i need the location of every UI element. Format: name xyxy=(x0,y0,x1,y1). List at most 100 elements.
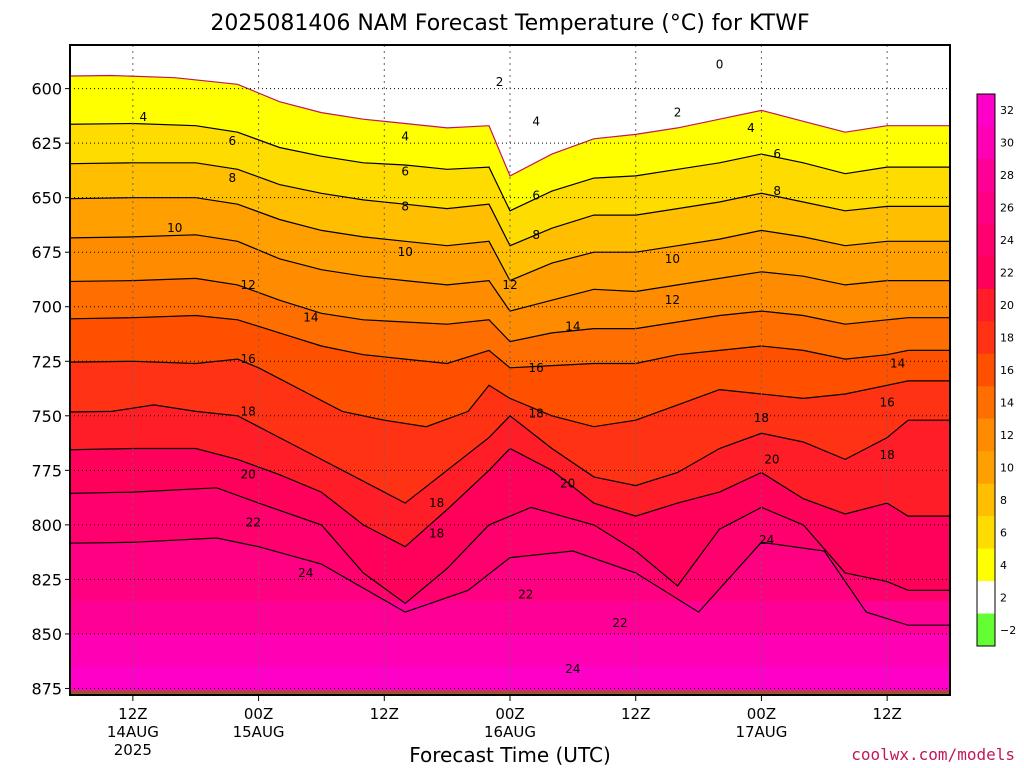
colorbar-swatch xyxy=(977,353,995,387)
contour-label: 10 xyxy=(665,252,680,266)
colorbar-swatch xyxy=(977,126,995,160)
contour-line xyxy=(70,447,950,548)
contour-label: 18 xyxy=(429,527,444,541)
colorbar-label: 32 xyxy=(1000,104,1014,117)
y-tick-label: 775 xyxy=(31,461,62,480)
contour-label: 18 xyxy=(880,448,895,462)
contour-line xyxy=(70,122,950,212)
colorbar-label: 4 xyxy=(1000,559,1007,572)
contour-label: 18 xyxy=(240,404,255,418)
colorbar-label: 14 xyxy=(1000,396,1014,409)
contour-label: 4 xyxy=(532,114,540,128)
contour-label: 8 xyxy=(229,171,237,185)
chart-title: 2025081406 NAM Forecast Temperature (°C)… xyxy=(210,11,809,36)
colorbar-swatch xyxy=(977,386,995,420)
colorbar-label: 28 xyxy=(1000,169,1014,182)
colorbar-label: 10 xyxy=(1000,461,1014,474)
contour-label: 8 xyxy=(401,199,409,213)
y-tick-label: 825 xyxy=(31,570,62,589)
x-tick-label: 15AUG xyxy=(233,723,285,741)
colorbar-label: 30 xyxy=(1000,137,1014,150)
contour-label: 24 xyxy=(759,533,774,547)
contour-line xyxy=(70,487,950,605)
colorbar-label: 16 xyxy=(1000,364,1014,377)
contour-label: 6 xyxy=(229,134,237,148)
contour-line xyxy=(70,197,950,282)
contour-label: 18 xyxy=(754,411,769,425)
colorbar-swatch xyxy=(977,418,995,452)
colorbar-frame xyxy=(976,93,996,647)
contour-line xyxy=(70,314,950,369)
contour-label: 12 xyxy=(665,293,680,307)
contour-label: 22 xyxy=(612,616,627,630)
colorbar-swatch xyxy=(977,256,995,290)
contour-label: 14 xyxy=(303,311,318,325)
contour-line xyxy=(70,358,950,428)
y-tick-label: 700 xyxy=(31,298,62,317)
terrain-ground xyxy=(70,690,950,695)
colorbar-label: −2 xyxy=(1000,624,1016,637)
contour-label: 14 xyxy=(890,356,905,370)
colorbar-swatch xyxy=(977,191,995,225)
colorbar-label: 8 xyxy=(1000,494,1007,507)
colorbar-swatch xyxy=(977,451,995,485)
contour-label: 6 xyxy=(773,147,781,161)
contour-label: 24 xyxy=(565,662,580,676)
x-tick-label: 14AUG xyxy=(107,723,159,741)
x-tick-label: 12Z xyxy=(370,705,399,723)
colorbar-label: 2 xyxy=(1000,591,1007,604)
contour-label: 20 xyxy=(240,468,255,482)
colorbar-label: 24 xyxy=(1000,234,1014,247)
colorbar-swatch xyxy=(977,288,995,322)
contour-label: 8 xyxy=(773,184,781,198)
contour-line xyxy=(70,162,950,247)
x-tick-label: 12Z xyxy=(118,705,147,723)
colorbar-label: 18 xyxy=(1000,332,1014,345)
contour-label: 12 xyxy=(240,278,255,292)
x-tick-label: 00Z xyxy=(244,705,273,723)
colorbar-swatch xyxy=(977,613,995,647)
y-tick-label: 600 xyxy=(31,80,62,99)
contour-label: 4 xyxy=(140,110,148,124)
contour-label: 12 xyxy=(502,278,517,292)
colorbar-swatch xyxy=(977,158,995,192)
colorbar-swatch xyxy=(977,321,995,355)
y-tick-label: 625 xyxy=(31,134,62,153)
contour-line xyxy=(70,537,950,626)
credit-text: coolwx.com/models xyxy=(851,745,1015,764)
contour-label: 4 xyxy=(747,121,755,135)
colorbar-label: 12 xyxy=(1000,429,1014,442)
x-tick-label: 00Z xyxy=(747,705,776,723)
contour-label: 2 xyxy=(674,106,682,120)
contour-label: 6 xyxy=(401,165,409,179)
temperature-bands xyxy=(70,45,950,695)
contour-label: 14 xyxy=(565,319,580,333)
contour-label: 16 xyxy=(240,352,255,366)
x-tick-label: 2025 xyxy=(114,741,152,759)
contour-label: 4 xyxy=(401,130,409,144)
x-axis-title: Forecast Time (UTC) xyxy=(409,743,611,767)
x-tick-label: 16AUG xyxy=(484,723,536,741)
colorbar-swatch xyxy=(977,223,995,257)
contour-label: 10 xyxy=(167,221,182,235)
colorbar-label: 22 xyxy=(1000,267,1014,280)
y-tick-label: 650 xyxy=(31,189,62,208)
contour-label: 22 xyxy=(246,516,261,530)
contour-label: 16 xyxy=(880,396,895,410)
x-tick-label: 12Z xyxy=(872,705,901,723)
x-tick-label: 00Z xyxy=(495,705,524,723)
colorbar: 32 30 28 26 24 22 20 18 16 14 12 10 8 6 4 2 −2 xyxy=(976,93,1016,647)
y-tick-label: 675 xyxy=(31,243,62,262)
contour-label: 20 xyxy=(560,476,575,490)
contour-label: 18 xyxy=(529,407,544,421)
x-tick-label: 12Z xyxy=(621,705,650,723)
contour-label: 24 xyxy=(298,566,313,580)
y-tick-label: 850 xyxy=(31,625,62,644)
contour-label: 18 xyxy=(429,496,444,510)
contour-label: 20 xyxy=(764,452,779,466)
colorbar-label: 20 xyxy=(1000,299,1014,312)
contour-label: 6 xyxy=(532,189,540,203)
contour-label: 16 xyxy=(529,361,544,375)
